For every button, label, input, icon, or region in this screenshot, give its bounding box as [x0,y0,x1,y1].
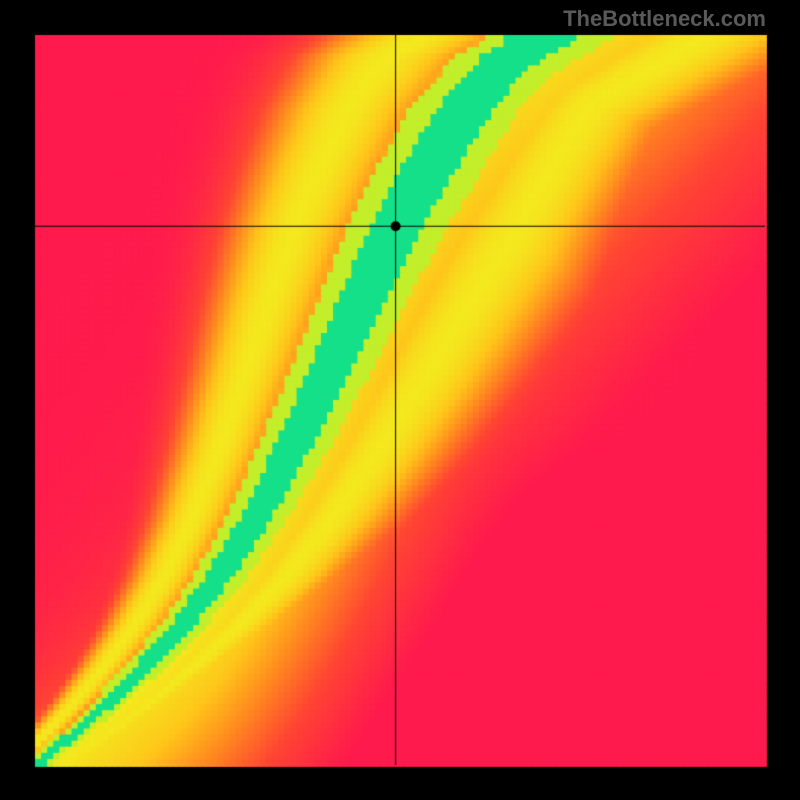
chart-container: TheBottleneck.com [0,0,800,800]
heatmap-canvas [0,0,800,800]
